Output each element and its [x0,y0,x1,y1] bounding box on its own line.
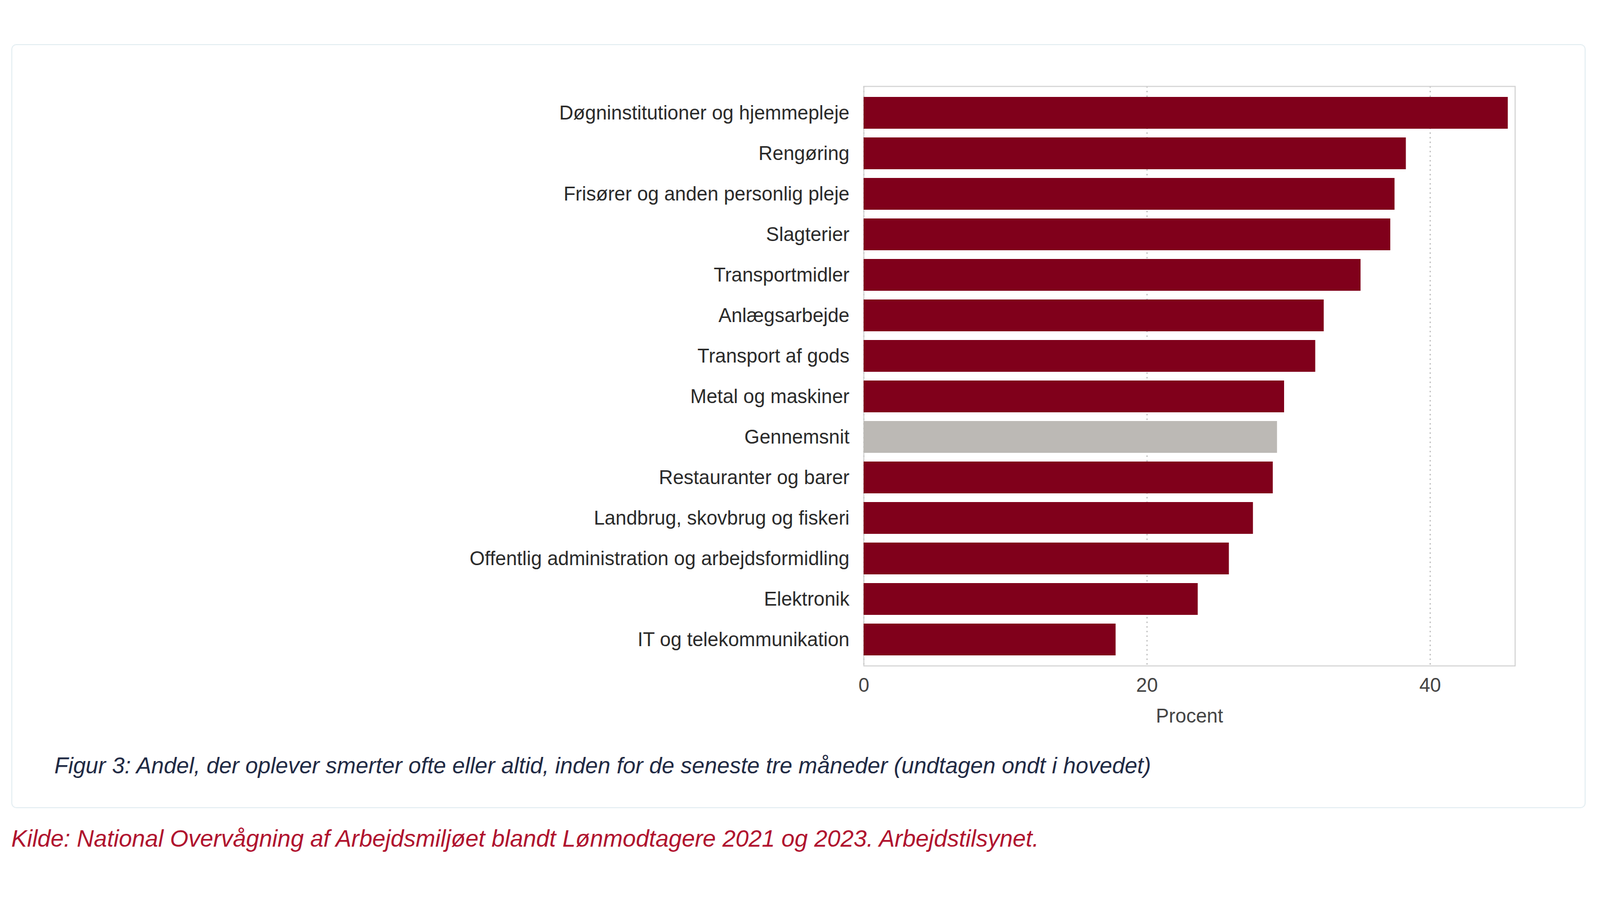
svg-text:Metal og maskiner: Metal og maskiner [690,385,850,408]
svg-text:Procent: Procent [1155,705,1224,727]
svg-text:20: 20 [1136,674,1158,696]
svg-text:Gennemsnit: Gennemsnit [744,426,850,448]
svg-text:40: 40 [1419,674,1442,696]
svg-text:0: 0 [858,674,870,696]
svg-text:Elektronik: Elektronik [764,588,851,610]
svg-text:IT og telekommunikation: IT og telekommunikation [637,628,850,651]
svg-text:Anlægsarbejde: Anlægsarbejde [718,304,850,327]
html-text:Figur 3: Andel, der oplever sm: Figur 3: Andel, der oplever smerter ofte… [54,752,1152,778]
svg-text:Frisører og anden personlig pl: Frisører og anden personlig pleje [563,183,850,205]
svg-text:Rengøring: Rengøring [758,142,850,165]
svg-text:Landbrug, skovbrug og fiskeri: Landbrug, skovbrug og fiskeri [593,507,850,529]
svg-text:Slagterier: Slagterier [766,223,850,246]
svg-text:Offentlig administration og ar: Offentlig administration og arbejdsformi… [469,547,850,570]
svg-text:Restauranter og barer: Restauranter og barer [658,466,850,489]
svg-text:Døgninstitutioner og hjemmeple: Døgninstitutioner og hjemmepleje [558,102,850,124]
html-text:Kilde: National Overvågning af: Kilde: National Overvågning af Arbejdsmi… [11,825,1039,852]
svg-text:Transportmidler: Transportmidler [713,264,850,286]
svg-text:Transport af gods: Transport af gods [697,345,850,367]
